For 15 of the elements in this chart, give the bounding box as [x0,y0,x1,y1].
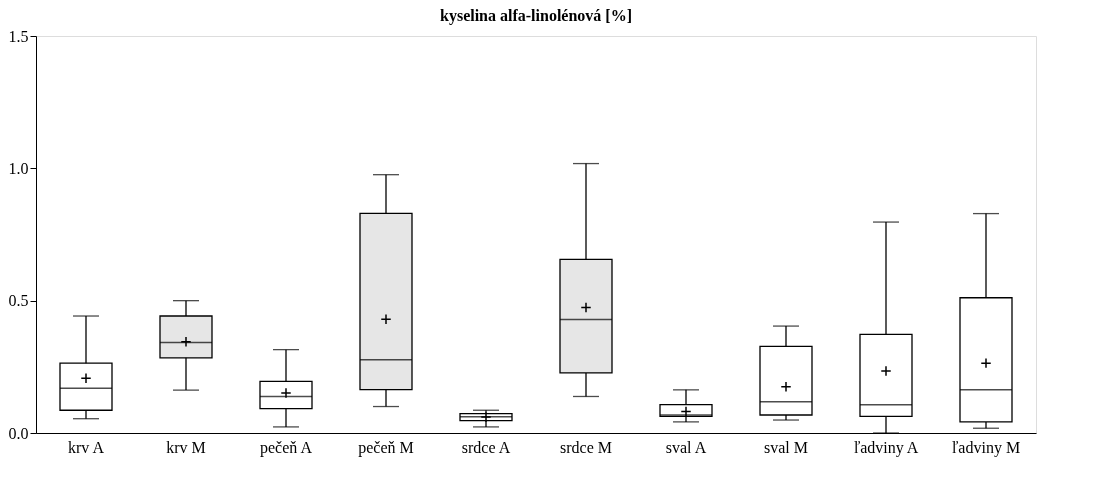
x-tick-label: srdce M [560,438,612,456]
y-tick-label: 1.0 [8,159,29,177]
x-tick-label: srdce A [461,438,511,456]
chart-title: kyselina alfa-linolénová [%] [439,7,633,25]
y-tick-label: 1.5 [8,27,29,45]
x-tick-label: pečeň A [260,438,313,457]
x-tick-label: krv M [166,438,206,456]
y-tick-label: 0.0 [8,424,29,442]
y-tick-label: 0.5 [8,292,29,310]
x-tick-label: ľadviny A [853,438,919,457]
x-tick-label: ľadviny M [951,438,1021,457]
x-tick-label: krv A [68,438,105,456]
x-tick-label: sval M [764,438,808,456]
x-tick-label: pečeň M [358,438,414,457]
x-tick-label: sval A [665,438,707,456]
